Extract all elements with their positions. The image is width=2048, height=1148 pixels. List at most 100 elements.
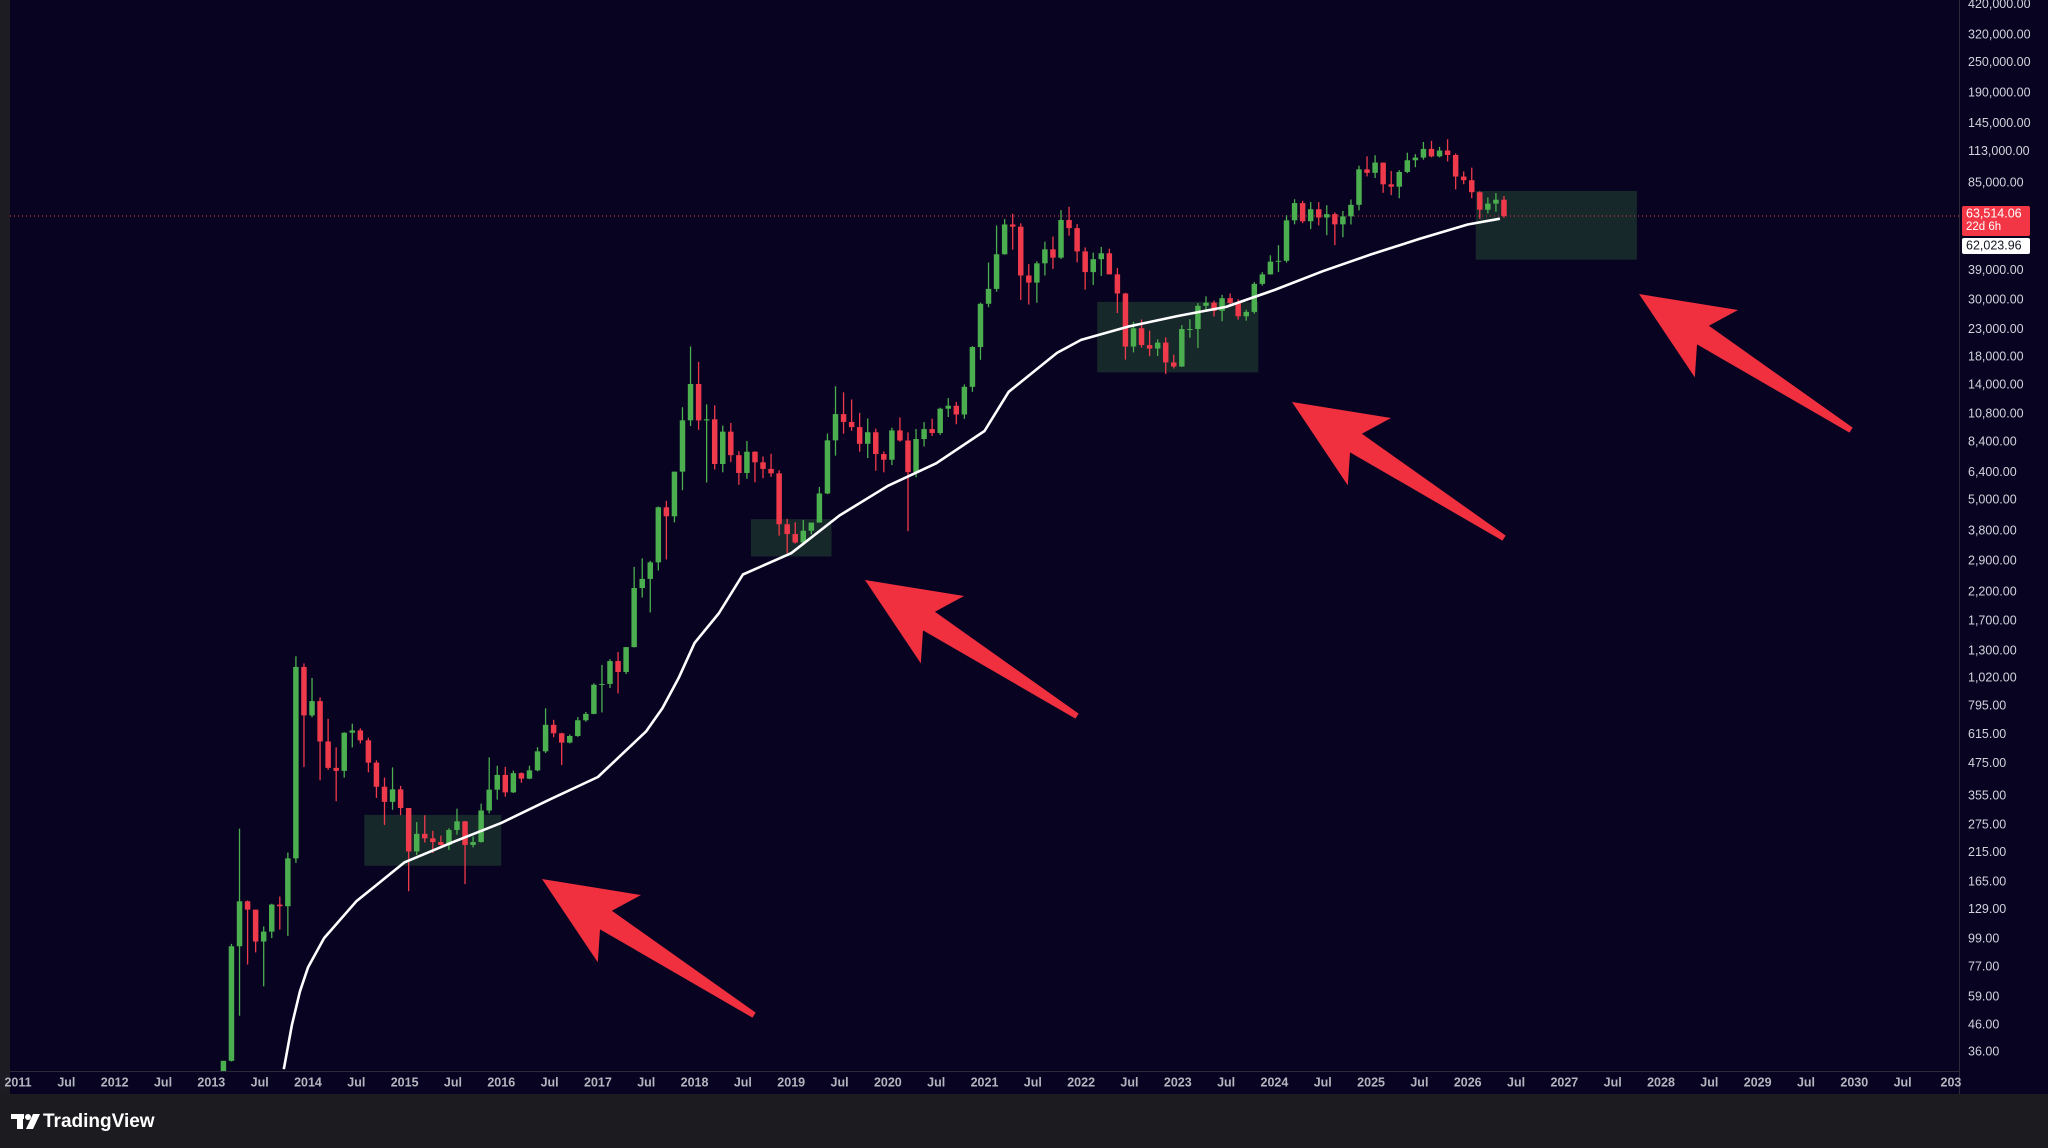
x-tick-label: Jul <box>1314 1075 1332 1089</box>
y-tick-label: 190,000.00 <box>1968 86 2031 100</box>
x-tick-label: 2028 <box>1647 1075 1675 1089</box>
moving-average <box>282 217 1501 1070</box>
x-tick-label: 2018 <box>681 1075 709 1089</box>
candle-body <box>502 774 509 793</box>
candle-body <box>921 429 927 440</box>
y-tick-label: 39,000.00 <box>1968 263 2024 277</box>
candle-body <box>905 440 911 473</box>
candle-body <box>1420 148 1427 158</box>
y-tick-label: 3,800.00 <box>1968 523 2017 537</box>
candle-body <box>1259 274 1266 284</box>
ma-price-label: 62,023.96 <box>1966 238 2022 252</box>
y-tick-label: 250,000.00 <box>1968 55 2031 69</box>
candle-body <box>575 720 581 737</box>
candle-body <box>1332 214 1338 225</box>
y-tick-label: 1,300.00 <box>1968 643 2017 657</box>
candle-body <box>349 730 356 733</box>
candle-body <box>599 683 605 685</box>
candle-body <box>695 384 702 421</box>
x-tick-label: 2029 <box>1744 1075 1772 1089</box>
candle-body <box>1042 249 1048 264</box>
candle-body <box>977 303 984 348</box>
x-tick-label: 2017 <box>584 1075 612 1089</box>
candle-body <box>478 810 484 843</box>
y-tick-label: 215.00 <box>1968 845 2006 859</box>
candle-body <box>1211 302 1217 311</box>
x-tick-label: Jul <box>1120 1075 1138 1089</box>
y-tick-label: 275.00 <box>1968 817 2006 831</box>
candle-body <box>470 842 476 845</box>
x-tick-label: Jul <box>734 1075 752 1089</box>
x-tick-label: Jul <box>1797 1075 1815 1089</box>
candle-body <box>1380 162 1386 185</box>
candle-body <box>768 468 774 474</box>
candle-body <box>550 724 557 734</box>
candle-body <box>687 384 694 421</box>
x-tick-label: 2013 <box>197 1075 225 1089</box>
candle-body <box>446 829 452 845</box>
candle-body <box>1130 328 1137 347</box>
candle-body <box>1469 180 1475 193</box>
candle-body <box>1203 302 1209 306</box>
y-tick-label: 46.00 <box>1968 1017 1999 1031</box>
candle-body <box>1452 155 1459 177</box>
candle-body <box>671 471 678 517</box>
candle-body <box>1396 171 1403 187</box>
x-tick-label: 2030 <box>1840 1075 1868 1089</box>
candle-body <box>953 405 960 415</box>
x-tick-label: 2020 <box>874 1075 902 1089</box>
y-tick-label: 1,020.00 <box>1968 671 2017 685</box>
y-tick-label: 2,900.00 <box>1968 554 2017 568</box>
left-panel <box>0 0 10 1094</box>
candle-body <box>1275 260 1282 262</box>
candle-body <box>1082 251 1088 273</box>
candle-body <box>655 507 662 563</box>
candle-body <box>639 578 645 589</box>
x-tick-label: Jul <box>1217 1075 1235 1089</box>
candle-body <box>856 427 863 444</box>
y-tick-label: 59.00 <box>1968 989 1999 1003</box>
candle-body <box>720 431 726 464</box>
candle-body <box>993 254 1000 289</box>
x-tick-label: 2012 <box>101 1075 129 1089</box>
candle-body <box>365 740 372 763</box>
candle-body <box>534 751 541 771</box>
candle-body <box>309 701 315 716</box>
candle-body <box>220 1060 227 1071</box>
x-tick-label: 2027 <box>1550 1075 1578 1089</box>
x-tick-label: Jul <box>57 1075 75 1089</box>
candle-body <box>784 524 790 535</box>
candle-body <box>1428 148 1435 157</box>
candle-body <box>293 666 299 859</box>
x-tick-label: Jul <box>927 1075 945 1089</box>
x-tick-label: 2024 <box>1261 1075 1289 1089</box>
footer-bar <box>0 1094 2048 1148</box>
x-tick-label: 203 <box>1941 1075 1962 1089</box>
candle-body <box>381 786 388 802</box>
candle-body <box>430 838 436 843</box>
candle-body <box>985 288 992 304</box>
candle-body <box>728 431 734 456</box>
y-tick-label: 6,400.00 <box>1968 465 2017 479</box>
candle-body <box>816 493 823 523</box>
candle-body <box>1460 176 1467 181</box>
candle-body <box>1291 203 1298 221</box>
candle-body <box>236 901 243 947</box>
x-tick-label: 2021 <box>971 1075 999 1089</box>
logo <box>11 1114 40 1129</box>
candle-body <box>526 770 533 779</box>
candle-body <box>1106 253 1113 275</box>
x-tick-label: 2015 <box>391 1075 419 1089</box>
candle-body <box>252 909 259 942</box>
candle-body <box>897 430 903 441</box>
candle-body <box>510 773 517 793</box>
y-tick-label: 77.00 <box>1968 960 1999 974</box>
x-tick-label: Jul <box>1894 1075 1912 1089</box>
x-tick-label: Jul <box>637 1075 655 1089</box>
candle-body <box>736 455 742 473</box>
candle-body <box>615 661 621 673</box>
x-tick-label: 2026 <box>1454 1075 1482 1089</box>
plot-area <box>10 139 1959 1071</box>
candle-body <box>1436 150 1443 157</box>
candle-body <box>1098 253 1105 260</box>
